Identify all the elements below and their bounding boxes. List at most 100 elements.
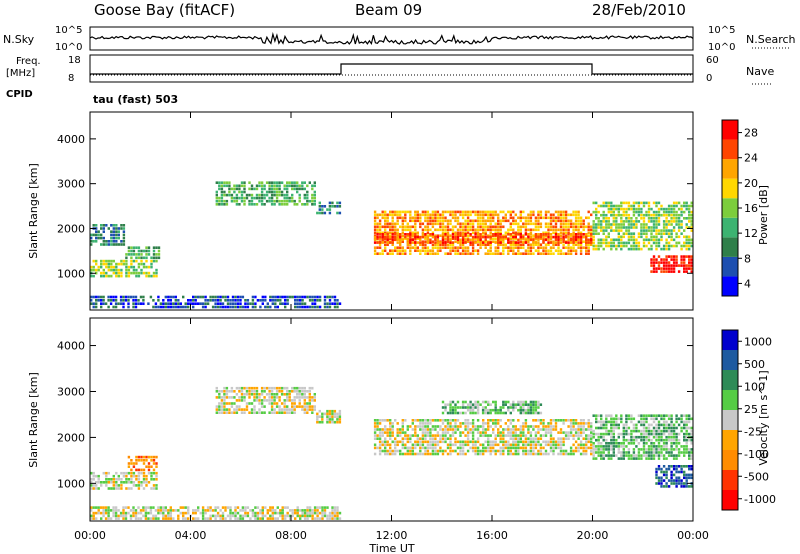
scatter-cell [328,211,332,215]
scatter-cell [281,506,284,509]
scatter-cell [115,268,118,272]
scatter-cell [419,440,422,444]
scatter-cell [454,431,457,434]
scatter-cell [142,478,146,481]
scatter-cell [509,234,512,237]
scatter-cell [667,207,671,211]
scatter-cell [590,440,593,444]
scatter-cell [642,414,646,417]
scatter-cell [482,243,485,246]
scatter-cell [554,233,558,236]
scatter-cell [122,240,126,243]
scatter-cell [494,222,497,226]
scatter-cell [667,414,671,417]
scatter-cell [306,506,309,509]
scatter-cell [298,405,301,408]
scatter-cell [595,226,598,229]
scatter-cell [595,232,598,235]
scatter-cell [499,235,502,239]
scatter-cell [647,217,651,220]
scatter-cell [564,452,568,456]
scatter-cell [421,233,425,236]
scatter-cell [306,514,309,518]
scatter-cell [537,235,540,239]
scatter-cell [159,302,163,305]
scatter-cell [419,452,422,456]
scatter-cell [670,479,673,482]
scatter-cell [562,233,565,236]
scatter-cell [441,225,445,229]
scatter-cell [316,211,319,215]
scatter-cell [273,411,276,414]
scatter-cell [122,299,125,302]
scatter-cell [690,457,693,460]
scatter-cell [424,431,427,434]
scatter-cell [685,235,688,239]
scatter-cell [667,423,671,427]
scatter-cell [585,449,588,453]
scatter-cell [381,443,384,447]
scatter-cell [162,299,165,302]
scatter-cell [471,428,475,431]
scatter-cell [482,235,485,239]
scatter-cell [517,249,520,252]
scatter-cell [311,305,314,309]
scatter-cell [414,216,417,220]
scatter-cell [549,434,553,437]
colorbar-swatch [722,178,738,199]
scatter-cell [665,229,668,232]
scatter-cell [494,411,497,415]
scatter-cell [112,474,115,478]
scatter-cell [259,299,262,302]
scatter-cell [216,299,220,302]
scatter-cell [389,419,392,422]
scatter-cell [268,411,271,414]
scatter-cell [690,241,693,245]
scatter-cell [635,438,638,442]
scatter-cell [313,509,317,512]
scatter-cell [642,454,646,457]
scatter-cell [258,193,261,197]
scatter-cell [451,216,455,220]
scatter-cell [675,420,678,424]
scatter-cell [109,295,113,299]
scatter-cell [522,216,525,220]
scatter-cell [592,448,595,451]
scatter-cell [396,431,399,434]
scatter-cell [119,299,123,302]
scatter-cell [100,265,103,269]
scatter-cell [529,425,533,428]
scatter-cell [484,222,487,226]
scatter-cell [109,299,113,302]
scatter-cell [333,412,337,416]
scatter-cell [258,196,261,200]
scatter-cell [434,216,437,220]
scatter-cell [587,216,590,220]
scatter-cell [391,422,394,425]
scatter-cell [321,208,324,211]
scatter-cell [514,235,517,239]
scatter-cell [299,517,302,520]
scatter-cell [549,252,553,255]
scatter-cell [456,228,460,232]
scatter-cell [378,431,382,434]
scatter-cell [401,219,404,223]
scatter-cell [152,471,156,475]
scatter-cell [92,506,95,509]
scatter-cell [509,431,512,434]
scatter-cell [494,237,497,240]
scatter-cell [142,262,146,266]
scatter-cell [125,265,128,269]
scatter-cell [539,210,543,214]
scatter-cell [184,302,187,305]
scatter-cell [667,213,671,217]
scatter-cell [567,425,570,428]
x-tick-label: 12:00 [376,529,408,542]
scatter-cell [577,246,580,249]
scatter-cell [607,241,610,245]
scatter-cell [434,235,437,239]
scatter-cell [449,222,452,226]
scatter-cell [112,259,115,263]
scatter-cell [125,259,128,263]
station-title: Goose Bay (fitACF) [94,1,235,19]
